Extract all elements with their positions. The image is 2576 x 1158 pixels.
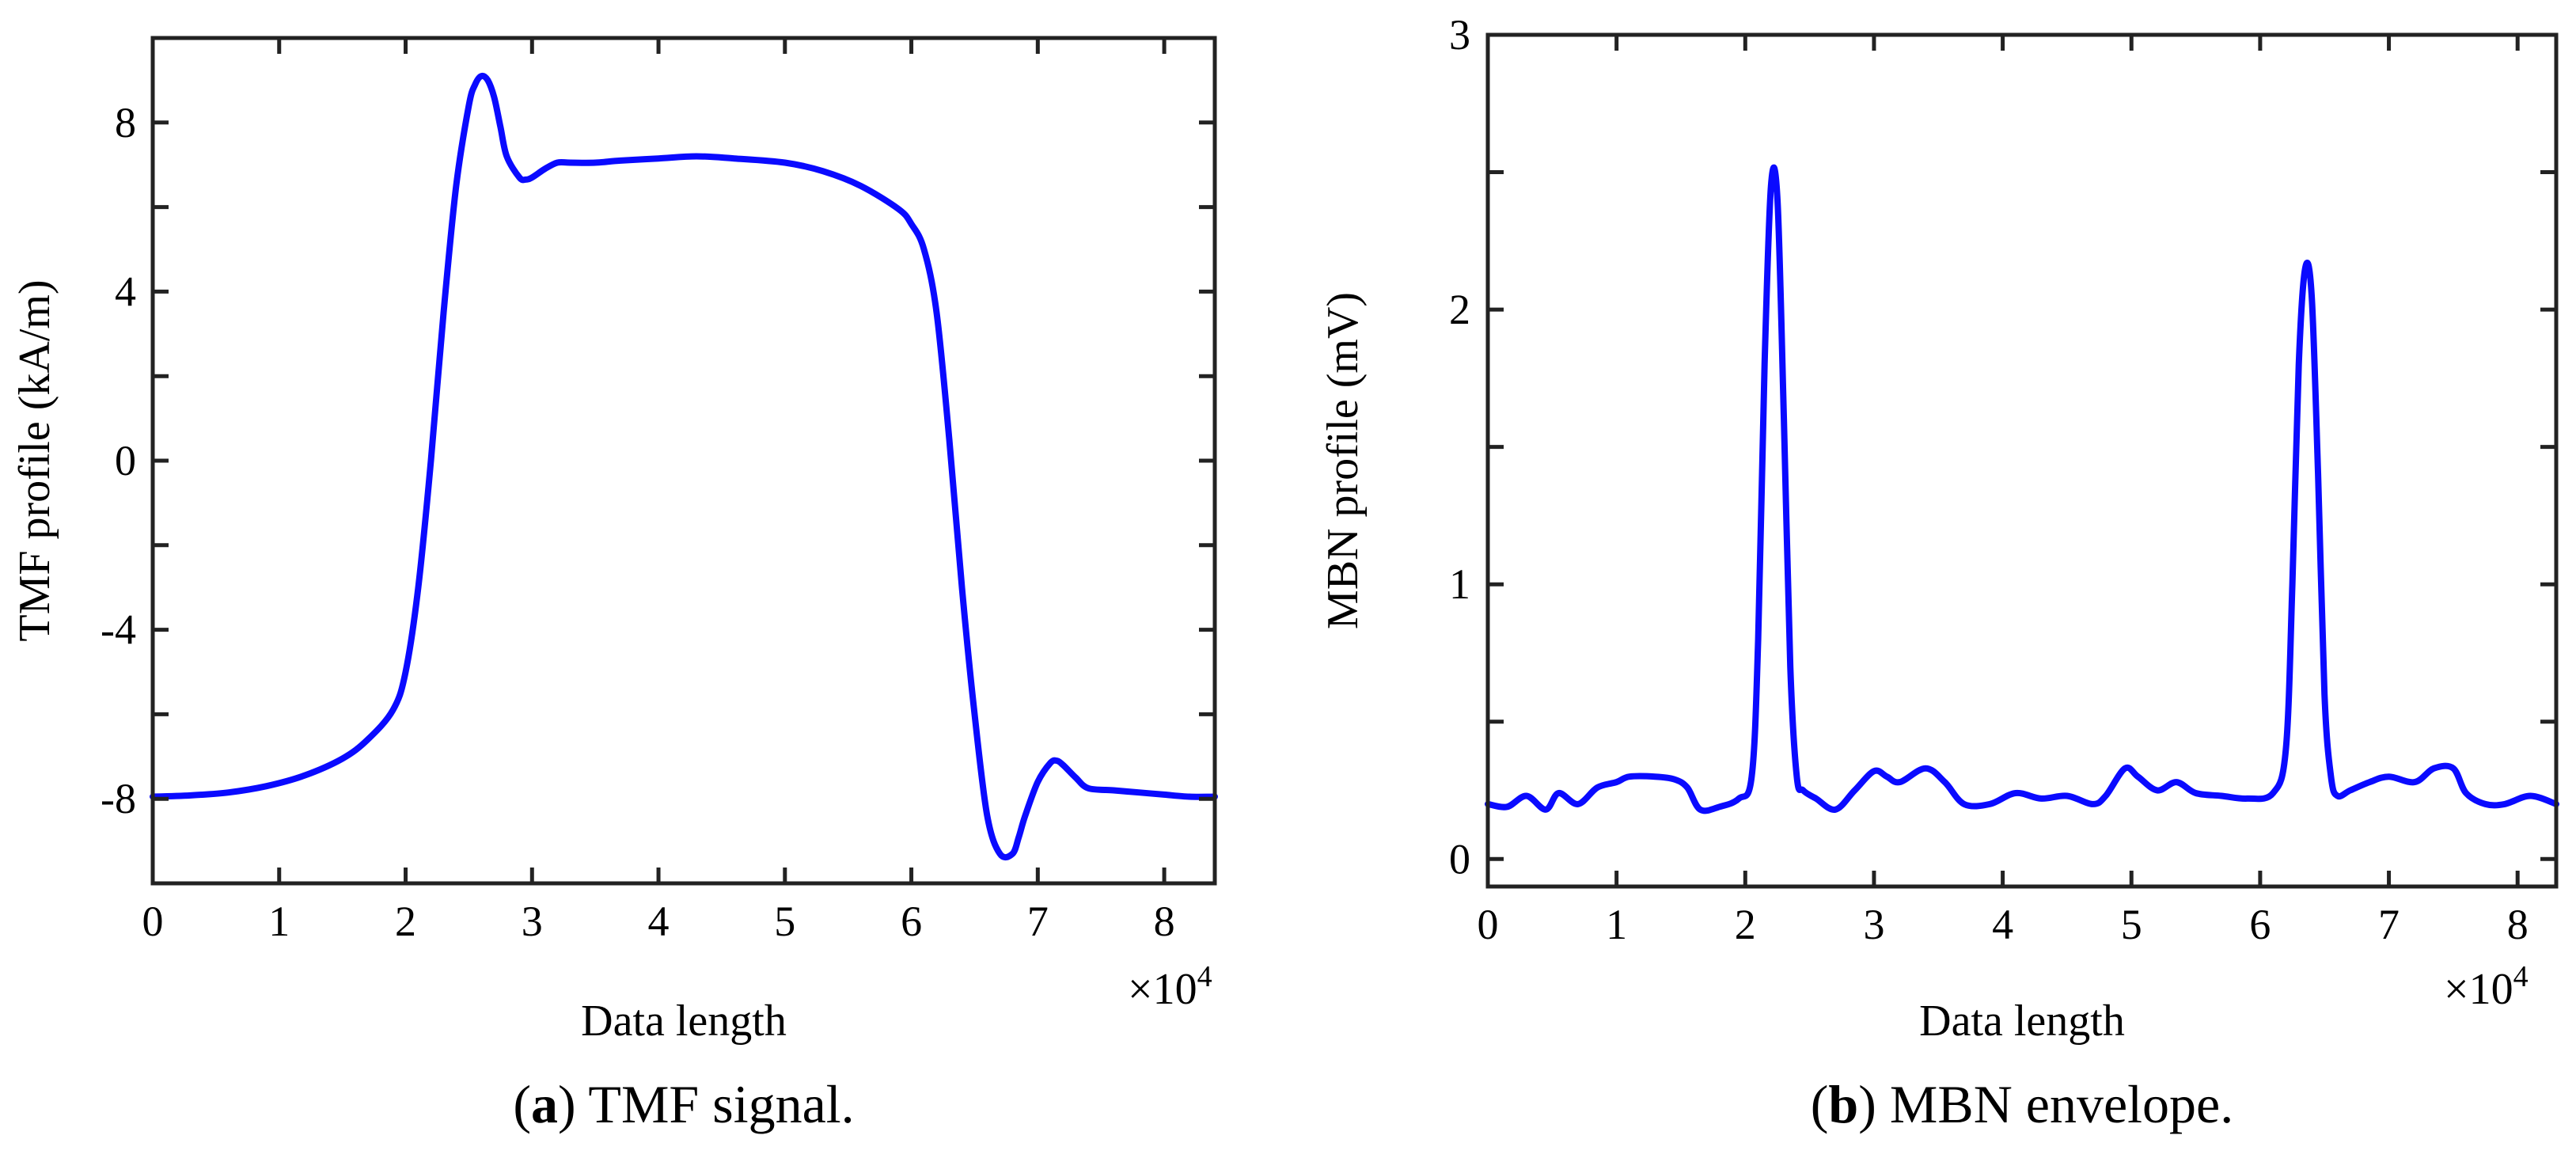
tmf-x-tick-label: 0 — [142, 898, 164, 945]
tmf-x-tick-label: 2 — [395, 898, 416, 945]
tmf-caption-text: TMF signal. — [576, 1074, 855, 1134]
mbn-x-multiplier-base: ×10 — [2444, 965, 2513, 1014]
tmf-x-multiplier-base: ×10 — [1128, 965, 1197, 1014]
mbn-x-tick-label: 4 — [1992, 901, 2013, 948]
tmf-y-tick-label: -4 — [101, 606, 136, 654]
mbn-panel-letter: b — [1828, 1074, 1858, 1134]
tmf-tick-labels: 0 1 2 3 4 5 6 7 8 -8 -4 0 4 8 — [101, 99, 1175, 945]
tmf-y-tick-label: 4 — [115, 268, 136, 315]
mbn-caption-text: MBN envelope. — [1876, 1074, 2233, 1134]
mbn-y-tick-label: 3 — [1449, 11, 1470, 59]
tmf-x-tick-label: 5 — [774, 898, 795, 945]
tmf-y-tick-label: 0 — [115, 437, 136, 484]
tmf-panel-letter: a — [531, 1074, 558, 1134]
mbn-x-tick-label: 8 — [2507, 901, 2529, 948]
tmf-plot-frame — [150, 36, 1217, 886]
tmf-axis-ticks — [150, 36, 1215, 886]
tmf-y-axis-label: TMF profile (kA/m) — [10, 279, 59, 641]
mbn-y-axis-label: MBN profile (mV) — [1318, 292, 1368, 629]
tmf-x-tick-label: 4 — [648, 898, 670, 945]
mbn-x-tick-label: 1 — [1606, 901, 1627, 948]
mbn-y-tick-label: 0 — [1449, 835, 1470, 883]
tmf-x-tick-label: 8 — [1154, 898, 1175, 945]
mbn-y-tick-label: 1 — [1449, 560, 1470, 608]
tmf-x-tick-label: 6 — [901, 898, 922, 945]
mbn-caption: (b) MBN envelope. — [1811, 1074, 2234, 1134]
tmf-caption: (a) TMF signal. — [513, 1074, 854, 1134]
tmf-series-group — [150, 72, 1218, 861]
mbn-x-tick-label: 5 — [2121, 901, 2142, 948]
mbn-x-tick-label: 2 — [1735, 901, 1756, 948]
mbn-x-axis-label: Data length — [1919, 997, 2125, 1046]
mbn-x-multiplier-exponent: 4 — [2513, 960, 2529, 993]
mbn-x-tick-label: 6 — [2249, 901, 2271, 948]
tmf-y-tick-label: -8 — [101, 775, 136, 822]
mbn-x-multiplier: ×104 — [2444, 960, 2529, 1014]
mbn-x-tick-label: 7 — [2378, 901, 2400, 948]
tmf-x-multiplier-exponent: 4 — [1197, 960, 1212, 993]
tmf-x-tick-label: 7 — [1027, 898, 1049, 945]
mbn-axis-ticks — [1485, 32, 2556, 887]
mbn-series-line-0 — [1485, 164, 2559, 814]
tmf-series-line-0 — [150, 72, 1218, 861]
mbn-tick-labels: 0 1 2 3 4 5 6 7 8 0 1 2 3 — [1449, 11, 2529, 948]
tmf-x-axis-label: Data length — [581, 997, 787, 1046]
mbn-x-tick-label: 0 — [1478, 901, 1499, 948]
mbn-series-group — [1485, 164, 2559, 814]
mbn-y-tick-label: 2 — [1449, 286, 1470, 333]
tmf-x-tick-label: 3 — [522, 898, 543, 945]
tmf-x-tick-label: 1 — [268, 898, 290, 945]
mbn-x-tick-label: 3 — [1863, 901, 1884, 948]
mbn-plot-frame — [1485, 32, 2559, 889]
tmf-y-tick-label: 8 — [115, 99, 136, 146]
panel-mbn-envelope: 0 1 2 3 4 5 6 7 8 0 1 2 3 Data length MBN profile (m… — [1318, 11, 2559, 1134]
tmf-x-multiplier: ×104 — [1128, 960, 1212, 1014]
